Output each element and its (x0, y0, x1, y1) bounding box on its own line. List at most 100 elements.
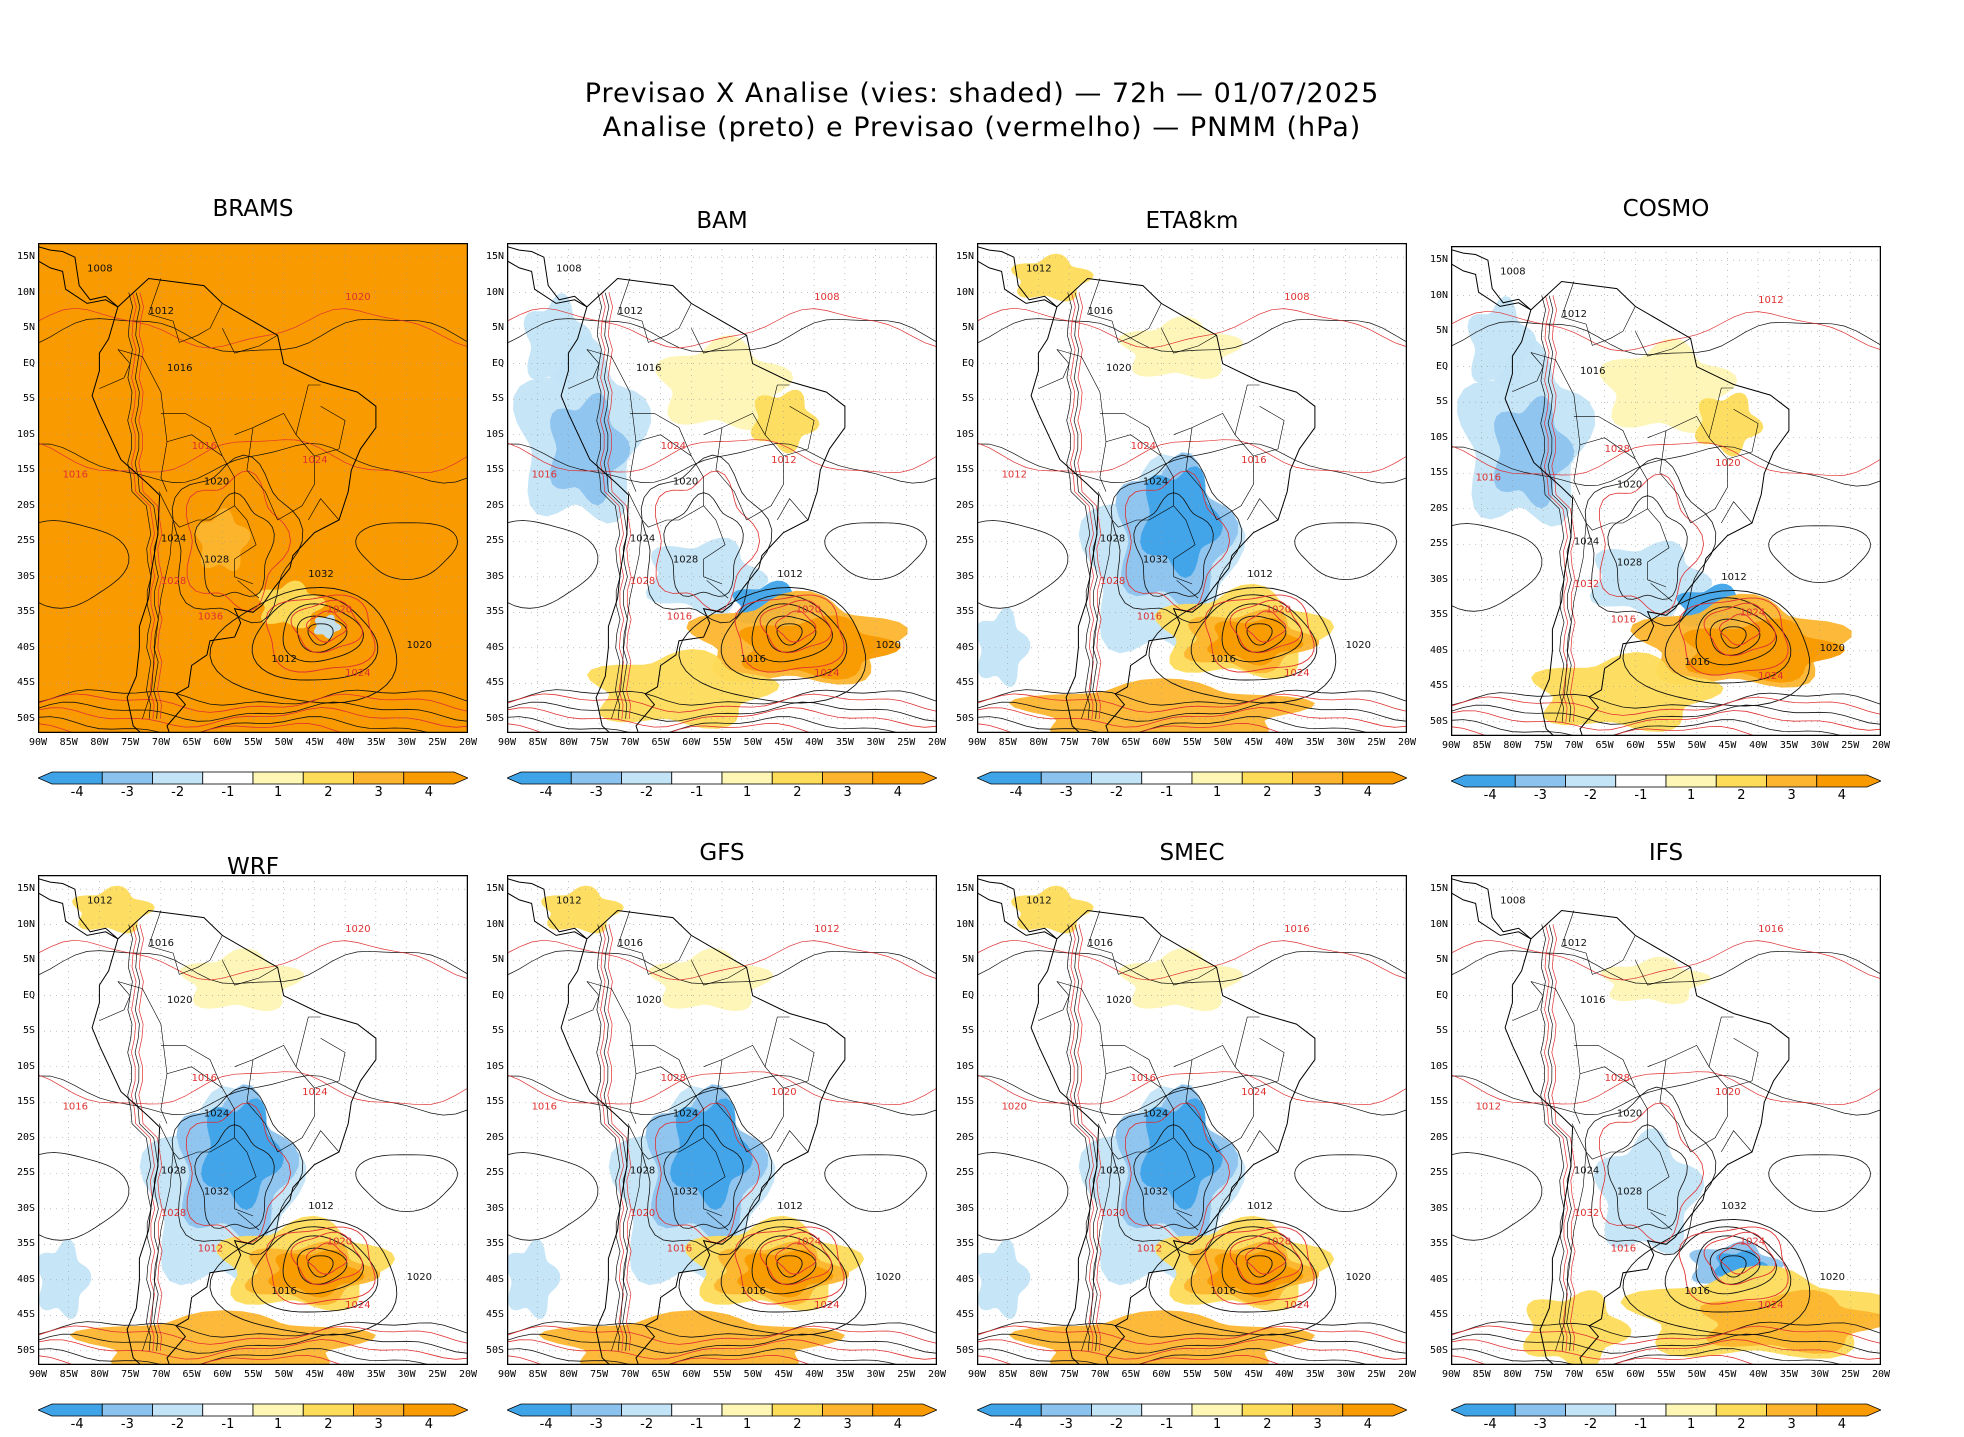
lon-label: 50W (1687, 740, 1706, 751)
lat-label: 40S (1429, 1273, 1448, 1285)
map-svg: 1008 1012 1016 1020 1024 1028 1012 1016 1020 1012… (1451, 246, 1881, 736)
isobar-label-analysis: 1028 (1100, 533, 1125, 544)
isobar-label-forecast: 1016 (1131, 1073, 1156, 1084)
lon-label: 90W (28, 737, 48, 748)
lon-label: 25W (897, 737, 916, 748)
colorbar-label: 3 (843, 1417, 852, 1432)
lat-label: 40S (1429, 644, 1448, 656)
lon-label: 85W (528, 737, 547, 748)
map-frame: 1008 1012 1016 1020 1024 1028 1012 1016 1020 1012… (1451, 246, 1881, 736)
grid (1451, 875, 1881, 1365)
colorbar-svg (977, 1403, 1407, 1417)
panel-title: SMEC (1159, 840, 1225, 866)
lon-label: 25W (1841, 1369, 1860, 1380)
isobar-label-forecast: 1024 (302, 1087, 327, 1098)
lat-label: 30S (1429, 573, 1448, 585)
lat-label: 35S (16, 606, 35, 618)
isobar-label-forecast: 1028 (161, 1208, 186, 1219)
lon-label: 75W (590, 1369, 609, 1380)
isobar-label-forecast: 1012 (1137, 1243, 1162, 1254)
isobar-label-forecast: 1024 (1740, 1236, 1765, 1247)
lat-label: 40S (955, 1273, 974, 1285)
isobar-label-analysis: 1016 (1210, 654, 1235, 665)
lat-label: 15S (1429, 467, 1448, 479)
lon-label: 70W (1564, 1369, 1583, 1380)
colorbar-label: 2 (324, 1417, 333, 1432)
isobar-label-forecast: 1012 (1476, 1101, 1501, 1112)
lon-label: 65W (1595, 740, 1614, 751)
panel-title: ETA8km (1145, 208, 1239, 234)
lat-label: 45S (1429, 680, 1448, 692)
colorbar-label: 2 (793, 1417, 802, 1432)
lat-label: 15N (955, 251, 974, 263)
lat-label: 5S (961, 1025, 974, 1037)
lat-label: 20S (955, 499, 974, 511)
lat-label: EQ (491, 989, 504, 1001)
lon-label: 75W (1534, 1369, 1553, 1380)
colorbar-label: -3 (120, 1417, 134, 1432)
lon-label: 75W (121, 737, 140, 748)
lon-label: 55W (243, 737, 263, 748)
lon-label: 60W (213, 1369, 232, 1380)
isobar-label-analysis: 1032 (1721, 1201, 1746, 1212)
colorbar: -4 -3 -2 -1 1 2 3 4 (977, 1403, 1407, 1437)
isobar-label-forecast: 1028 (630, 576, 655, 587)
isobar-label-analysis: 1024 (630, 533, 655, 544)
isobar-label-forecast: 1012 (198, 1243, 223, 1254)
lat-label: 15N (485, 883, 504, 895)
colorbar-label: 2 (1737, 1417, 1746, 1432)
colorbar-svg (38, 771, 468, 785)
panel-title: COSMO (1622, 196, 1710, 222)
lon-label: 55W (243, 1369, 263, 1380)
lat-label: 5N (961, 322, 974, 334)
colorbar-label: 1 (273, 785, 283, 800)
lat-label: 10S (16, 1060, 35, 1072)
lat-label: 10N (16, 918, 35, 930)
colorbar-label: -1 (1160, 1417, 1174, 1432)
lon-label: 75W (121, 1369, 140, 1380)
colorbar-label: 2 (1263, 1417, 1272, 1432)
isobar-label-analysis: 1020 (1617, 479, 1642, 490)
main-title-line1: Previsao X Analise (vies: shaded) — 72h … (584, 78, 1380, 109)
lat-label: 10N (485, 286, 504, 298)
colorbar-label: 3 (374, 785, 383, 800)
lat-label: 15N (485, 251, 504, 263)
lon-label: 35W (1305, 737, 1324, 748)
lat-label: 40S (485, 641, 504, 653)
isobar-label-forecast: 1020 (771, 1087, 796, 1098)
isobar-label-analysis: 1012 (1026, 895, 1051, 906)
isobar-label-analysis: 1016 (740, 1286, 765, 1297)
colorbar: -4 -3 -2 -1 1 2 3 4 (507, 771, 937, 805)
isobar-label-analysis: 1012 (618, 306, 643, 317)
lon-label: 90W (497, 1369, 517, 1380)
lat-label: 20S (485, 1131, 504, 1143)
lon-label: 60W (213, 737, 232, 748)
lon-label: 80W (559, 1369, 578, 1380)
colorbar-label: -4 (70, 1417, 84, 1432)
colorbar-label: 3 (843, 785, 852, 800)
colorbar-label: -1 (221, 1417, 235, 1432)
lon-label: 65W (651, 1369, 670, 1380)
lat-label: 5N (22, 322, 35, 334)
lon-label: 20W (1871, 740, 1891, 751)
colorbar-label: -3 (589, 785, 603, 800)
lat-label: 10N (1429, 918, 1448, 930)
lon-label: 30W (1810, 740, 1829, 751)
lat-label: 15N (1429, 254, 1448, 266)
lon-label: 80W (1503, 740, 1522, 751)
coastline (1451, 249, 1790, 736)
lon-label: 40W (1275, 1369, 1294, 1380)
isobar-label-forecast: 1016 (532, 469, 557, 480)
lat-label: 10N (16, 286, 35, 298)
colorbar: -4 -3 -2 -1 1 2 3 4 (1451, 1403, 1881, 1437)
isobar-label-analysis: 1024 (1574, 536, 1599, 547)
lat-label: 5S (22, 1025, 35, 1037)
lat-label: 5N (22, 954, 35, 966)
isobar-label-analysis: 1032 (308, 569, 333, 580)
isobar-label-forecast: 1036 (198, 611, 223, 622)
lat-label: 25S (955, 1167, 974, 1179)
lon-label: 30W (1336, 1369, 1355, 1380)
isobar-label-analysis: 1020 (673, 476, 698, 487)
isobar-label-analysis: 1016 (1210, 1286, 1235, 1297)
isobar-label-analysis: 1020 (407, 1272, 432, 1283)
